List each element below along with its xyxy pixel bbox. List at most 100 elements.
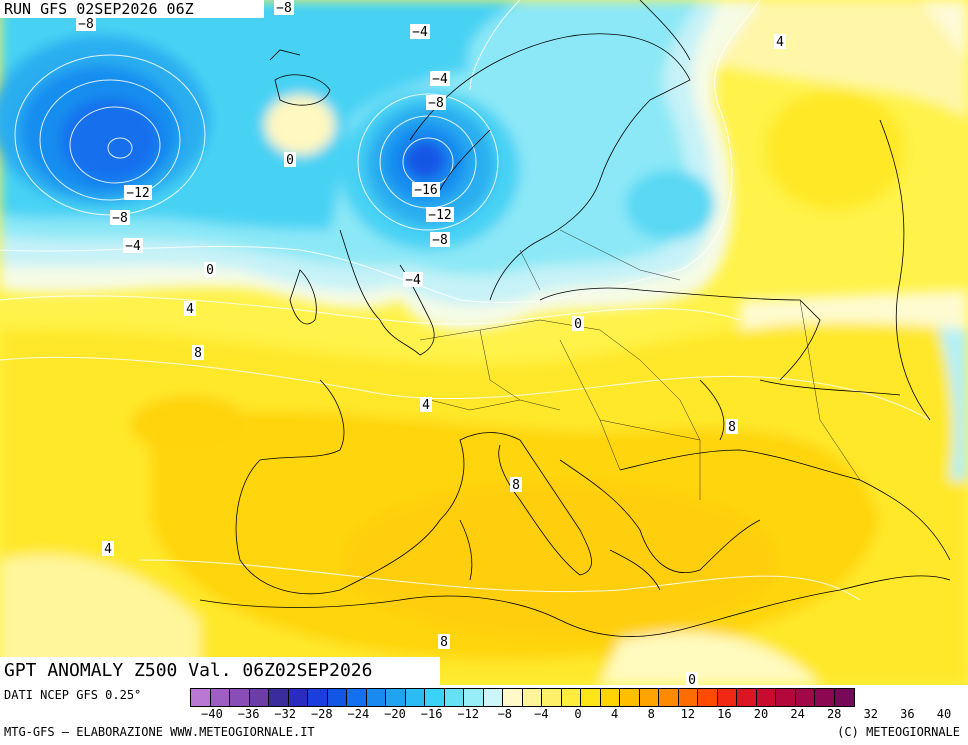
contour-label-text: 0	[574, 317, 582, 332]
contour-label: 4	[184, 301, 196, 317]
colorbar-tick-label: 12	[680, 707, 696, 721]
colorbar-swatch	[678, 689, 698, 706]
contour-label-text: 4	[422, 398, 430, 413]
contour-label: −4	[403, 272, 423, 288]
colorbar-tick-label: −28	[310, 707, 333, 721]
colorbar-tick-label: 32	[863, 707, 879, 721]
contour-label-text: 8	[728, 420, 736, 435]
colorbar-swatch	[230, 689, 250, 706]
contour-label-text: 8	[194, 346, 202, 361]
credit-left: MTG-GFS — ELABORAZIONE WWW.METEOGIORNALE…	[4, 725, 315, 739]
colorbar-tick-label: −32	[274, 707, 297, 721]
anomaly-title: GPT ANOMALY Z500 Val. 06Z02SEP2026	[0, 657, 440, 685]
colorbar-swatch	[269, 689, 289, 706]
contour-label-text: 4	[186, 302, 194, 317]
contour-label: 8	[510, 477, 522, 493]
colorbar-tick-label: −40	[201, 707, 223, 721]
contour-label: −4	[410, 24, 430, 40]
colorbar-swatch	[522, 689, 542, 706]
colorbar-swatch	[600, 689, 620, 706]
colorbar-ticks: −40 −36 −32 −28 −24 −20 −16 −12 −8 −4 0 4 8 12 16 20 24 2…	[0, 707, 968, 723]
colorbar-swatch	[620, 689, 640, 706]
contour-label: −8	[426, 95, 446, 111]
colorbar-swatch	[581, 689, 601, 706]
contour-label-text: −4	[405, 273, 421, 288]
data-source: DATI NCEP GFS 0.25°	[4, 688, 142, 702]
colorbar-swatch	[815, 689, 835, 706]
contour-label-text: −12	[428, 208, 451, 223]
contour-label-text: 8	[512, 478, 520, 493]
colorbar-tick-label: 36	[900, 707, 915, 721]
colorbar-tick-label: −12	[457, 707, 480, 721]
contour-label: 8	[438, 634, 450, 650]
contour-label-text: 0	[286, 153, 294, 168]
contour-label: −8	[76, 16, 96, 32]
contour-label: 0	[572, 316, 584, 332]
contour-label-text: −8	[432, 233, 448, 248]
colorbar-swatch	[210, 689, 230, 706]
colorbar-swatch	[756, 689, 776, 706]
contour-label: −8	[110, 210, 130, 226]
colorbar-swatch	[464, 689, 484, 706]
colorbar-swatch	[308, 689, 328, 706]
colorbar-tick-label: 20	[753, 707, 769, 721]
colorbar-tick-label: −8	[497, 707, 513, 721]
colorbar-swatch	[776, 689, 796, 706]
contour-label: 8	[726, 419, 738, 435]
colorbar-swatch	[717, 689, 737, 706]
colorbar-swatch	[698, 689, 718, 706]
colorbar-swatch	[542, 689, 562, 706]
contour-label: 4	[420, 397, 432, 413]
colorbar-tick-label: 28	[826, 707, 842, 721]
contour-label-text: −8	[428, 96, 444, 111]
colorbar-swatch	[366, 689, 386, 706]
colorbar-swatch	[425, 689, 445, 706]
colorbar-swatch	[249, 689, 269, 706]
contour-label: −4	[123, 238, 143, 254]
run-title: RUN GFS 02SEP2026 06Z	[0, 0, 264, 18]
contour-label-text: 8	[440, 635, 448, 650]
contour-label-layer: −8 −8 −4 4 −4 −8 0 −16 −12 −12 −8 −8 −4 0 −4 4 0 8 4 8 8 4 8 0	[76, 0, 786, 685]
colorbar-swatch	[561, 689, 581, 706]
colorbar-tick-label: −4	[534, 707, 549, 721]
colorbar	[190, 688, 855, 707]
contour-label-text: −4	[412, 25, 428, 40]
contour-label: −4	[430, 71, 450, 87]
colorbar-tick-label: −16	[420, 707, 443, 721]
contour-label: 4	[774, 34, 786, 50]
colorbar-swatch	[503, 689, 523, 706]
contour-label-text: 4	[776, 35, 784, 50]
colorbar-swatch	[444, 689, 464, 706]
colorbar-swatch	[737, 689, 757, 706]
credit-right: (C) METEOGIORNALE	[837, 725, 960, 739]
colorbar-swatch	[405, 689, 425, 706]
contour-label: −16	[412, 182, 440, 198]
colorbar-swatch	[327, 689, 347, 706]
contour-label: 4	[102, 541, 114, 557]
colorbar-tick-label: −36	[237, 707, 260, 721]
colorbar-swatch	[347, 689, 367, 706]
colorbar-swatch	[795, 689, 815, 706]
contour-label-text: −12	[126, 186, 149, 201]
contour-label-text: −8	[78, 17, 94, 32]
contour-label-text: −4	[125, 239, 141, 254]
contour-label: 0	[284, 152, 296, 168]
contour-label: 0	[686, 672, 698, 685]
contour-label-text: −8	[276, 1, 292, 16]
contour-label: −8	[430, 232, 450, 248]
contour-label-text: 0	[206, 263, 214, 278]
contour-label-text: −4	[432, 72, 448, 87]
colorbar-swatch	[834, 689, 854, 706]
contour-label: 0	[204, 262, 216, 278]
contour-label-text: 4	[104, 542, 112, 557]
contour-label-text: −16	[414, 183, 437, 198]
colorbar-tick-label: 24	[790, 707, 805, 721]
contour-label: −12	[124, 185, 152, 201]
colorbar-tick-label: −24	[347, 707, 370, 721]
colorbar-swatch	[191, 689, 211, 706]
colorbar-tick-label: 4	[610, 707, 619, 721]
contour-label-text: −8	[112, 211, 128, 226]
colorbar-swatch	[639, 689, 659, 706]
colorbar-swatch	[483, 689, 503, 706]
